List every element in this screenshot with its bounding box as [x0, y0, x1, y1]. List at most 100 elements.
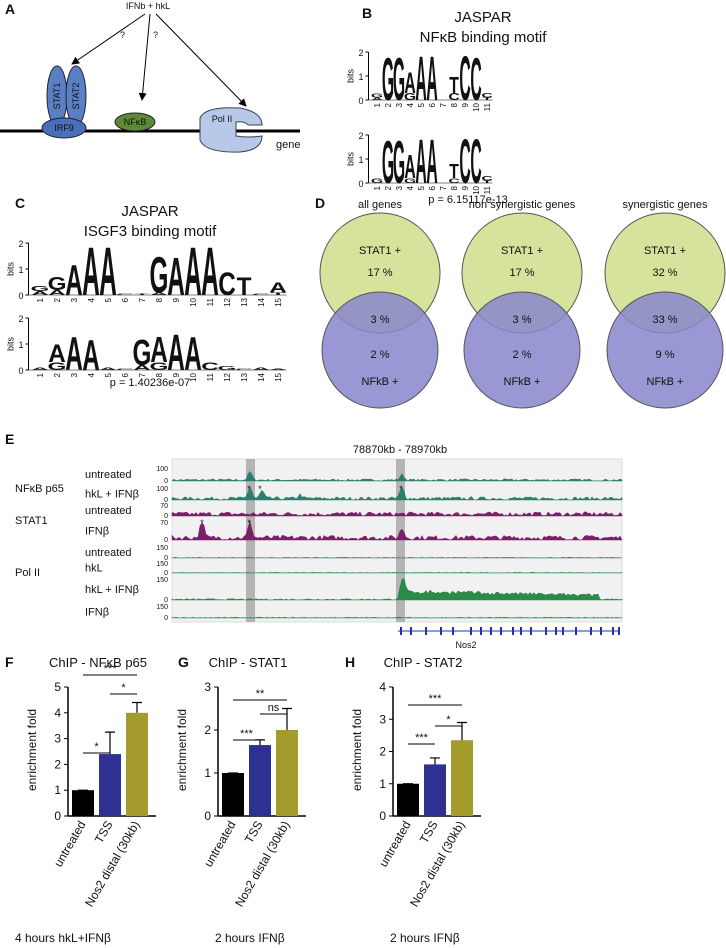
- x-tick-label: untreated: [51, 819, 88, 870]
- motif-source: JASPAR: [454, 9, 511, 26]
- irf9-shape: [41, 117, 87, 139]
- logo-letter: C: [481, 175, 493, 183]
- logo-letter: A: [65, 327, 83, 380]
- axis-label: bits: [6, 262, 16, 277]
- logo-letter: C: [470, 47, 481, 114]
- y-tick-label: 4: [379, 680, 386, 694]
- panel-label: D: [315, 195, 325, 211]
- gene-label: gene: [276, 139, 300, 151]
- track-scale: 150: [156, 604, 168, 611]
- error-bar: [132, 701, 142, 713]
- panel-label: G: [178, 654, 189, 670]
- position-label: 6: [428, 102, 437, 107]
- logo-letter: G: [393, 47, 405, 114]
- track-scale: 0: [164, 597, 168, 604]
- position-label: 8: [155, 297, 164, 302]
- exon: [575, 627, 577, 635]
- logo-letter: C: [218, 267, 236, 303]
- position-label: 7: [439, 102, 448, 107]
- y-tick-label: 3: [204, 680, 211, 694]
- significance-label: ***: [240, 728, 254, 740]
- y-tick-label: 1: [358, 72, 363, 82]
- track-scale: 0: [164, 478, 168, 485]
- exon: [500, 627, 502, 635]
- logo-letter: A: [426, 42, 437, 113]
- track-scale: 100: [156, 486, 168, 493]
- significance-label: **: [256, 688, 265, 700]
- stimulus: IFNb + hkL: [126, 1, 170, 11]
- venn-label: NFkB +: [647, 376, 684, 388]
- logo-letter: A: [426, 125, 437, 196]
- error-bar: [457, 721, 467, 741]
- logo-letter: C: [448, 91, 460, 102]
- panel-label: F: [5, 654, 14, 670]
- y-tick-label: 1: [379, 777, 386, 791]
- irf9-label: IRF9: [54, 123, 74, 133]
- exon: [600, 627, 602, 635]
- logo-letter: C: [481, 92, 493, 100]
- logo-letter: T: [271, 292, 286, 296]
- exon: [618, 627, 620, 635]
- motif-title: ISGF3 binding motif: [84, 223, 217, 240]
- position-label: 2: [384, 102, 393, 107]
- logo-letter: A: [48, 341, 66, 369]
- logo-letter: G: [31, 285, 50, 293]
- exon: [470, 627, 472, 635]
- y-tick-label: 1: [358, 155, 363, 165]
- track-scale: 70: [160, 503, 168, 510]
- peak-star: *: [399, 484, 403, 494]
- logo-letter: A: [269, 280, 287, 296]
- logo-letter: T: [482, 97, 492, 101]
- track-scale: 70: [160, 520, 168, 527]
- logo-letter: G: [404, 91, 416, 102]
- bar: [222, 773, 244, 816]
- track-label: untreated: [85, 505, 131, 517]
- significance-label: ***: [415, 732, 429, 744]
- position-label: 15: [274, 297, 283, 306]
- gene-name: Nos2: [455, 640, 476, 650]
- track-scale: 0: [164, 513, 168, 520]
- x-tick-label: TSS: [242, 819, 266, 846]
- nfkb-label: NFκB: [124, 117, 147, 127]
- track-label: hkL + IFNβ: [85, 489, 139, 501]
- y-tick-label: 0: [358, 96, 363, 106]
- significance-label: *: [94, 741, 99, 753]
- error-bar: [255, 739, 265, 746]
- exon: [545, 627, 547, 635]
- logo-letter: A: [167, 325, 185, 381]
- logo-letter: A: [133, 364, 151, 372]
- bar: [99, 754, 121, 816]
- exon: [512, 627, 514, 635]
- position-label: 1: [36, 372, 45, 377]
- footnote: 4 hours hkL+IFNβ: [15, 931, 111, 945]
- axis-label: bits: [6, 337, 16, 352]
- venn-label: STAT1 +: [501, 245, 543, 257]
- error-bar: [282, 707, 292, 730]
- track-scale: 0: [164, 555, 168, 562]
- track-label: IFNβ: [85, 526, 109, 538]
- logo-letter: G: [404, 177, 416, 185]
- y-tick-label: 2: [358, 131, 363, 141]
- y-tick-label: 0: [204, 809, 211, 823]
- venn-value: 17 %: [509, 267, 534, 279]
- logo-letter: G: [393, 130, 405, 197]
- position-label: 6: [428, 185, 437, 190]
- venn-label: NFkB +: [362, 376, 399, 388]
- logo-letter: C: [459, 42, 470, 113]
- panel-label: C: [15, 195, 25, 211]
- axis-label: bits: [346, 69, 356, 84]
- track-scale: 0: [164, 537, 168, 544]
- bar: [276, 730, 298, 816]
- track-scale: 150: [156, 561, 168, 568]
- x-tick-label: Nos2 distal (30kb): [232, 819, 292, 910]
- venn-title: non synergistic genes: [469, 199, 576, 211]
- logo-letter: A: [65, 257, 83, 305]
- position-label: 9: [461, 185, 470, 190]
- track-scale: 0: [164, 615, 168, 622]
- y-tick-label: 0: [379, 809, 386, 823]
- logo-letter: A: [150, 292, 168, 296]
- position-label: 11: [483, 102, 492, 111]
- y-tick-label: 1: [54, 783, 61, 797]
- logo-letter: G: [48, 274, 67, 294]
- y-tick-label: 2: [204, 723, 211, 737]
